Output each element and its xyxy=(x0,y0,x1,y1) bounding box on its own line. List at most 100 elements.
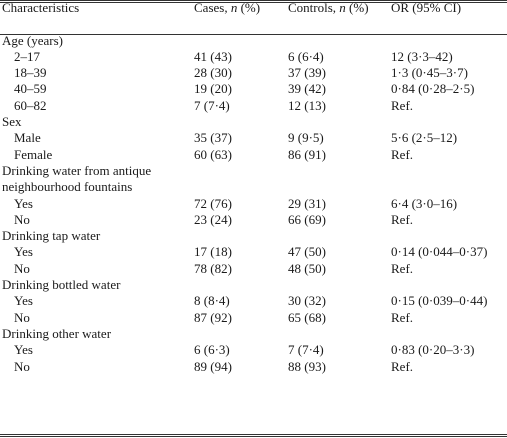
data-table: Characteristics Cases, n (%) Controls, n… xyxy=(0,0,507,375)
spacer-row xyxy=(0,16,507,32)
row-label: Male xyxy=(14,130,41,146)
cases-value: 87 (92) xyxy=(194,309,232,325)
controls-value: 30 (32) xyxy=(288,293,326,309)
or-value: 6·4 (3·0–16) xyxy=(391,195,458,211)
top-rule xyxy=(0,0,507,1)
controls-value: 86 (91) xyxy=(288,146,326,162)
row-label: Yes xyxy=(14,293,33,309)
row-label: Yes xyxy=(14,342,33,358)
table-row: Male 35 (37) 9 (9·5) 5·6 (2·5–12) xyxy=(0,130,507,146)
or-value: Ref. xyxy=(391,97,414,113)
cases-value: 7 (7·4) xyxy=(194,97,230,113)
controls-value: 48 (50) xyxy=(288,260,326,276)
header-row: Characteristics Cases, n (%) Controls, n… xyxy=(0,0,507,16)
group-title: Drinking water from antique xyxy=(2,162,152,178)
group-title-row: Age (years) xyxy=(0,33,507,49)
cases-value: 60 (63) xyxy=(194,146,232,162)
group-title-row: Drinking bottled water xyxy=(0,277,507,293)
table-row: Yes 17 (18) 47 (50) 0·14 (0·044–0·37) xyxy=(0,244,507,260)
controls-value: 12 (13) xyxy=(288,97,326,113)
group-title-row: Drinking water from antique xyxy=(0,163,507,179)
header-characteristics: Characteristics xyxy=(2,0,80,15)
header-controls: Controls, n (%) xyxy=(288,0,391,16)
cases-value: 28 (30) xyxy=(194,65,232,81)
or-value: Ref. xyxy=(391,211,414,227)
cases-value: 72 (76) xyxy=(194,195,232,211)
or-value: 0·83 (0·20–3·3) xyxy=(391,342,475,358)
table-body: Age (years) 2–17 41 (43) 6 (6·4) 12 (3·3–42)… xyxy=(0,16,507,375)
cases-value: 41 (43) xyxy=(194,48,232,64)
or-value: Ref. xyxy=(391,260,414,276)
row-label: Yes xyxy=(14,195,33,211)
table-row: Female 60 (63) 86 (91) Ref. xyxy=(0,147,507,163)
row-label: No xyxy=(14,211,30,227)
cases-value: 23 (24) xyxy=(194,211,232,227)
header-cases-text: Cases, n (%) xyxy=(194,0,261,15)
row-label: No xyxy=(14,309,30,325)
group-title-row: Drinking tap water xyxy=(0,228,507,244)
table-row: 2–17 41 (43) 6 (6·4) 12 (3·3–42) xyxy=(0,49,507,65)
row-label: Yes xyxy=(14,244,33,260)
row-label: 60–82 xyxy=(14,97,47,113)
header-cases: Cases, n (%) xyxy=(194,0,288,16)
bottom-rule-double xyxy=(0,436,507,437)
or-value: 0·14 (0·044–0·37) xyxy=(391,244,488,260)
group-title: Drinking other water xyxy=(2,325,112,341)
controls-value: 47 (50) xyxy=(288,244,326,260)
cases-value: 6 (6·3) xyxy=(194,342,230,358)
controls-value: 65 (68) xyxy=(288,309,326,325)
controls-value: 29 (31) xyxy=(288,195,326,211)
table-row: No 87 (92) 65 (68) Ref. xyxy=(0,310,507,326)
or-value: 0·84 (0·28–2·5) xyxy=(391,81,475,97)
or-value: 5·6 (2·5–12) xyxy=(391,130,458,146)
or-value: Ref. xyxy=(391,358,414,374)
table-row: No 89 (94) 88 (93) Ref. xyxy=(0,359,507,375)
table-row: 40–59 19 (20) 39 (42) 0·84 (0·28–2·5) xyxy=(0,81,507,97)
controls-value: 39 (42) xyxy=(288,81,326,97)
table-row: Yes 6 (6·3) 7 (7·4) 0·83 (0·20–3·3) xyxy=(0,342,507,358)
controls-value: 7 (7·4) xyxy=(288,342,324,358)
group-title: Sex xyxy=(2,114,22,130)
or-value: Ref. xyxy=(391,309,414,325)
bottom-rule xyxy=(0,434,507,435)
cases-value: 89 (94) xyxy=(194,358,232,374)
group-title-row: neighbourhood fountains xyxy=(0,179,507,195)
table-row: No 23 (24) 66 (69) Ref. xyxy=(0,212,507,228)
row-label: 40–59 xyxy=(14,81,47,97)
controls-value: 6 (6·4) xyxy=(288,48,324,64)
header-rule xyxy=(0,34,507,35)
row-label: No xyxy=(14,260,30,276)
group-title: Drinking tap water xyxy=(2,228,101,244)
table-row: 18–39 28 (30) 37 (39) 1·3 (0·45–3·7) xyxy=(0,65,507,81)
controls-value: 9 (9·5) xyxy=(288,130,324,146)
row-label: 18–39 xyxy=(14,65,47,81)
or-value: Ref. xyxy=(391,146,414,162)
row-label: No xyxy=(14,358,30,374)
or-value: 1·3 (0·45–3·7) xyxy=(391,65,468,81)
group-title: neighbourhood fountains xyxy=(2,179,133,195)
table-row: 60–82 7 (7·4) 12 (13) Ref. xyxy=(0,98,507,114)
or-value: 12 (3·3–42) xyxy=(391,48,453,64)
table-row: Yes 8 (8·4) 30 (32) 0·15 (0·039–0·44) xyxy=(0,293,507,309)
cases-value: 19 (20) xyxy=(194,81,232,97)
or-value: 0·15 (0·039–0·44) xyxy=(391,293,488,309)
table-row: Yes 72 (76) 29 (31) 6·4 (3·0–16) xyxy=(0,196,507,212)
row-label: Female xyxy=(14,146,53,162)
group-title: Drinking bottled water xyxy=(2,277,121,293)
controls-value: 88 (93) xyxy=(288,358,326,374)
row-label: 2–17 xyxy=(14,48,40,64)
table-row: No 78 (82) 48 (50) Ref. xyxy=(0,261,507,277)
group-title-row: Drinking other water xyxy=(0,326,507,342)
controls-value: 37 (39) xyxy=(288,65,326,81)
top-rule-double xyxy=(0,2,507,3)
cases-value: 35 (37) xyxy=(194,130,232,146)
header-controls-text: Controls, n (%) xyxy=(288,0,369,15)
cases-value: 78 (82) xyxy=(194,260,232,276)
group-title: Age (years) xyxy=(2,32,63,48)
header-or: OR (95% CI) xyxy=(391,0,462,15)
group-title-row: Sex xyxy=(0,114,507,130)
cases-value: 17 (18) xyxy=(194,244,232,260)
controls-value: 66 (69) xyxy=(288,211,326,227)
cases-value: 8 (8·4) xyxy=(194,293,230,309)
